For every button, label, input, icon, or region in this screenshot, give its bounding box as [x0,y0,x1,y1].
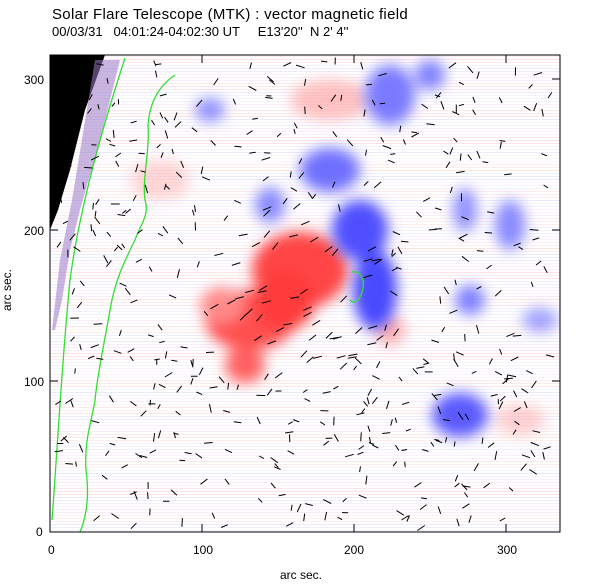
negative-polarity-region [195,60,558,437]
x-tick-300: 300 [497,543,517,557]
neutral-line-contour [79,74,176,532]
x-axis-label: arc sec. [280,568,323,582]
off-limb-region [50,55,105,230]
plot-subtitle: 00/03/31 04:01:24-04:02:30 UT E13'20'' N… [52,24,349,39]
x-tick-100: 100 [193,543,213,557]
limb-contour [51,57,126,521]
y-tick-0: 0 [36,525,43,539]
magnetogram-image [50,55,560,532]
plot-frame [49,54,561,533]
axis-ticks [49,55,560,533]
y-tick-100: 100 [24,375,44,389]
y-tick-200: 200 [24,224,44,238]
plot-title: Solar Flare Telescope (MTK) : vector mag… [52,6,408,23]
x-tick-0: 0 [48,543,55,557]
x-tick-200: 200 [344,543,364,557]
y-tick-300: 300 [24,73,44,87]
transverse-field-vectors [54,57,555,531]
